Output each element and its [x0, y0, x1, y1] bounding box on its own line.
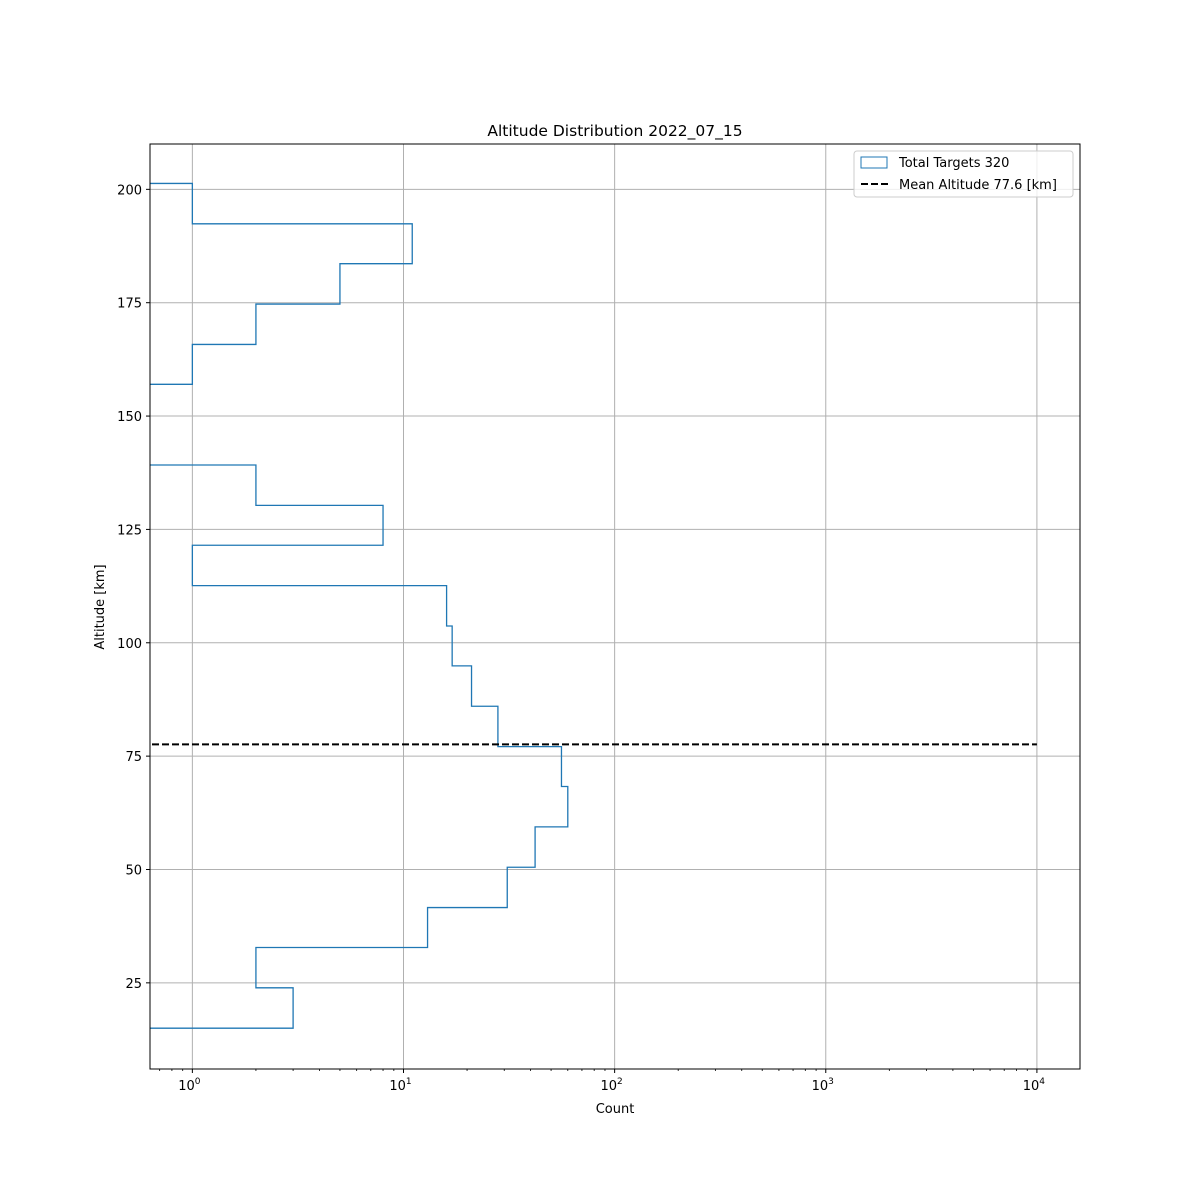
histogram-bin	[150, 545, 192, 585]
y-tick-label: 175	[117, 297, 142, 312]
histogram-bin	[150, 747, 561, 787]
y-axis-label: Altitude [km]	[93, 564, 108, 649]
histogram-bin	[150, 947, 256, 987]
x-axis-label: Count	[596, 1102, 635, 1117]
histogram-bin	[150, 827, 535, 867]
y-tick-label: 100	[117, 637, 142, 652]
histogram-step-outline	[150, 182, 569, 1029]
data-layer	[150, 182, 1037, 1029]
histogram-bin	[150, 505, 383, 545]
y-tick-label: 50	[125, 863, 142, 878]
legend: Total Targets 320 Mean Altitude 77.6 [km…	[853, 150, 1074, 198]
histogram-bin	[150, 988, 293, 1028]
histogram-bin	[150, 304, 256, 344]
y-tick-label: 25	[125, 977, 142, 992]
histogram-bin	[150, 787, 568, 827]
histogram-bin	[150, 706, 498, 746]
histogram-bin	[150, 344, 192, 384]
histogram-bin	[150, 586, 447, 626]
y-tick-label: 75	[125, 750, 142, 765]
legend-box	[853, 150, 1074, 198]
legend-label-mean: Mean Altitude 77.6 [km]	[899, 178, 1057, 193]
histogram-bin	[150, 465, 256, 505]
histogram-bin	[150, 666, 472, 706]
histogram-bin	[150, 867, 507, 907]
histogram-bin	[150, 183, 192, 223]
histogram-bin	[150, 224, 412, 264]
y-tick-label: 200	[117, 183, 142, 198]
histogram-bin	[150, 908, 428, 948]
grid	[150, 144, 1080, 1069]
histogram-bin	[150, 264, 340, 304]
y-tick-label: 125	[117, 523, 142, 538]
chart-title: Altitude Distribution 2022_07_15	[487, 122, 742, 141]
y-tick-label: 150	[117, 410, 142, 425]
legend-swatch-histogram	[860, 156, 888, 169]
histogram-bin	[150, 626, 452, 666]
legend-label-histogram: Total Targets 320	[898, 156, 1009, 171]
